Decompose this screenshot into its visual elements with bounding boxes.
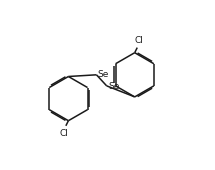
Text: Cl: Cl <box>60 129 69 138</box>
Text: Se: Se <box>108 82 119 91</box>
Text: Cl: Cl <box>135 36 143 45</box>
Text: Se: Se <box>98 70 109 79</box>
